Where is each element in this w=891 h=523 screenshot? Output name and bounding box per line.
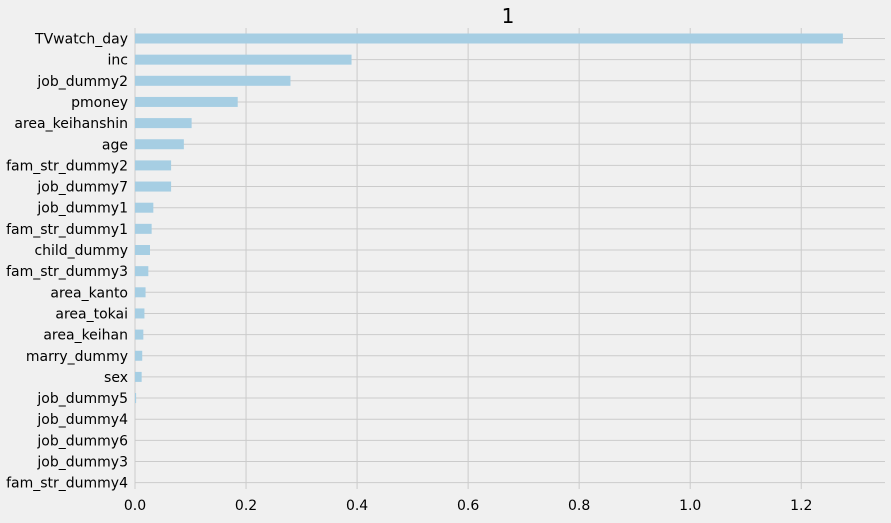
y-tick-label: fam_str_dummy1	[6, 222, 128, 238]
bar-job_dummy5	[135, 393, 137, 404]
y-tick-label: area_keihanshin	[14, 116, 128, 132]
bar-job_dummy7	[135, 181, 172, 192]
y-tick-label: pmoney	[71, 95, 128, 111]
bar-job_dummy2	[135, 75, 291, 86]
bar-TVwatch_day	[135, 33, 843, 44]
y-tick-label: inc	[108, 53, 128, 69]
x-tick-label: 0.2	[235, 498, 257, 514]
y-tick-label: job_dummy6	[36, 433, 128, 449]
bars	[135, 33, 843, 404]
y-tick-label: sex	[104, 370, 128, 386]
y-tick-label: area_kanto	[50, 285, 128, 301]
y-tick-label: fam_str_dummy2	[6, 158, 128, 174]
bar-child_dummy	[135, 245, 150, 255]
x-tick-label: 0.6	[457, 498, 479, 514]
bar-pmoney	[135, 96, 238, 107]
bar-area_tokai	[135, 308, 145, 319]
x-tick-label: 0.8	[568, 498, 590, 514]
x-tick-label: 1.0	[679, 498, 701, 514]
x-tick-label: 1.2	[790, 498, 812, 514]
x-tick-label: 0.4	[346, 498, 368, 514]
x-tick-label: 0.0	[124, 498, 146, 514]
bar-age	[135, 139, 184, 150]
y-tick-label: marry_dummy	[26, 349, 128, 365]
bar-inc	[135, 54, 352, 65]
y-tick-label: job_dummy2	[36, 74, 128, 90]
chart-title: 1	[502, 4, 515, 28]
y-tick-label: job_dummy5	[36, 391, 128, 407]
y-tick-label: job_dummy1	[36, 201, 128, 217]
y-tick-label: fam_str_dummy3	[6, 264, 128, 280]
y-tick-label: area_keihan	[43, 328, 128, 344]
y-tick-label: job_dummy7	[36, 180, 128, 196]
bar-area_keihanshin	[135, 118, 192, 129]
bar-job_dummy1	[135, 202, 154, 213]
y-tick-label: age	[102, 137, 128, 153]
grid-lines	[134, 28, 885, 489]
bar-marry_dummy	[135, 350, 143, 361]
bar-fam_str_dummy2	[135, 160, 172, 171]
x-tick-labels: 0.0 0.2 0.4 0.6 0.8 1.0 1.2	[124, 498, 813, 514]
y-tick-label: TVwatch_day	[34, 32, 128, 48]
bar-area_kanto	[135, 287, 146, 298]
y-tick-label: child_dummy	[34, 243, 128, 259]
bar-fam_str_dummy3	[135, 266, 149, 277]
y-tick-label: job_dummy4	[36, 412, 128, 428]
y-tick-label: job_dummy3	[36, 455, 128, 471]
y-tick-label: area_tokai	[55, 306, 128, 322]
bar-area_keihan	[135, 329, 144, 340]
y-tick-label: fam_str_dummy4	[6, 476, 128, 492]
bar-fam_str_dummy1	[135, 223, 152, 234]
bar-sex	[135, 371, 142, 382]
